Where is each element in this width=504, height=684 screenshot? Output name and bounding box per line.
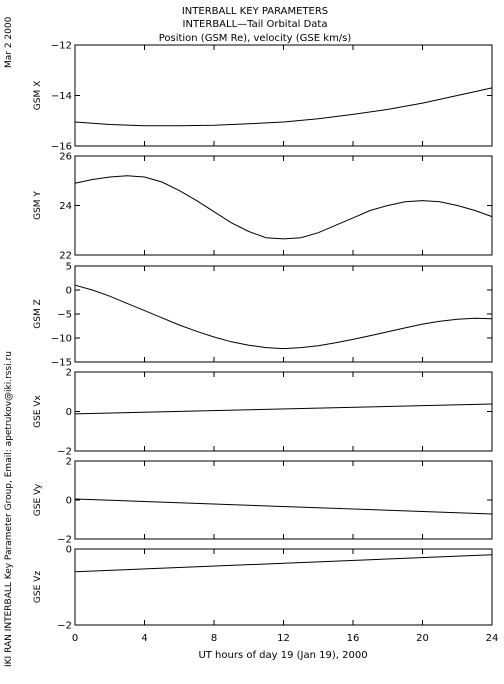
panel-frame-gse-vz xyxy=(74,548,493,626)
x-tick-label: 16 xyxy=(347,633,360,644)
series-line-gse-vy xyxy=(74,498,493,515)
series-line-gsm-y xyxy=(74,175,493,240)
y-tick-label-gsm-y: 26 xyxy=(59,152,72,163)
panel-frame-gsm-y xyxy=(74,155,493,256)
y-tick-label-gsm-z: 5 xyxy=(66,262,72,273)
y-tick-label-gsm-z: −15 xyxy=(51,358,72,369)
side-date-label: Mar 2 2000 xyxy=(4,16,14,68)
header-line-2: INTERBALL—Tail Orbital Data xyxy=(183,19,328,30)
y-tick-label-gse-vx: 0 xyxy=(66,407,72,418)
x-tick-label: 12 xyxy=(277,633,290,644)
series-line-gsm-x xyxy=(74,87,493,127)
y-tick-label-gse-vy: 2 xyxy=(66,457,72,468)
y-tick-label-gse-vx: −2 xyxy=(57,447,72,458)
panel-frame-gse-vx xyxy=(74,371,493,452)
x-tick-label: 24 xyxy=(486,633,499,644)
x-tick-label: 0 xyxy=(72,633,78,644)
header-line-3: Position (GSM Re), velocity (GSE km/s) xyxy=(159,33,352,44)
panel-frame-gsm-x xyxy=(74,44,493,147)
y-axis-label-gse-vz: GSE Vz xyxy=(33,571,43,603)
y-axis-label-gse-vy: GSE Vy xyxy=(33,483,43,516)
y-tick-label-gsm-x: −12 xyxy=(51,41,72,52)
y-tick-label-gse-vy: 0 xyxy=(66,496,72,507)
y-axis-label-gse-vx: GSE Vx xyxy=(33,394,43,427)
y-tick-label-gsm-x: −16 xyxy=(51,142,72,153)
x-tick-label: 8 xyxy=(211,633,217,644)
x-axis-label: UT hours of day 19 (Jan 19), 2000 xyxy=(198,650,367,661)
panel-frame-gsm-z xyxy=(74,265,493,363)
y-tick-label-gse-vx: 2 xyxy=(66,368,72,379)
series-line-gsm-z xyxy=(74,284,493,350)
x-tick-label: 20 xyxy=(416,633,429,644)
panel-frame-gse-vy xyxy=(74,460,493,540)
y-tick-label-gsm-z: 0 xyxy=(66,286,72,297)
y-axis-label-gsm-z: GSM Z xyxy=(33,299,43,328)
y-tick-label-gse-vz: 0 xyxy=(66,545,72,556)
y-tick-label-gsm-z: −10 xyxy=(51,334,72,345)
y-axis-label-gsm-y: GSM Y xyxy=(33,191,43,220)
y-tick-label-gsm-z: −5 xyxy=(57,310,72,321)
header-line-1: INTERBALL KEY PARAMETERS xyxy=(182,6,328,17)
y-axis-label-gsm-x: GSM X xyxy=(33,81,43,110)
series-line-gse-vx xyxy=(74,403,493,415)
y-tick-label-gse-vz: −2 xyxy=(57,621,72,632)
y-tick-label-gsm-y: 24 xyxy=(59,201,72,212)
y-tick-label-gse-vy: −2 xyxy=(57,535,72,546)
x-tick-label: 4 xyxy=(141,633,147,644)
y-tick-label-gsm-x: −14 xyxy=(51,91,72,102)
series-line-gse-vz xyxy=(74,554,493,573)
side-credit-label: IKI RAN INTERBALL Key Parameter Group, E… xyxy=(4,351,14,667)
y-tick-label-gsm-y: 22 xyxy=(59,251,72,262)
